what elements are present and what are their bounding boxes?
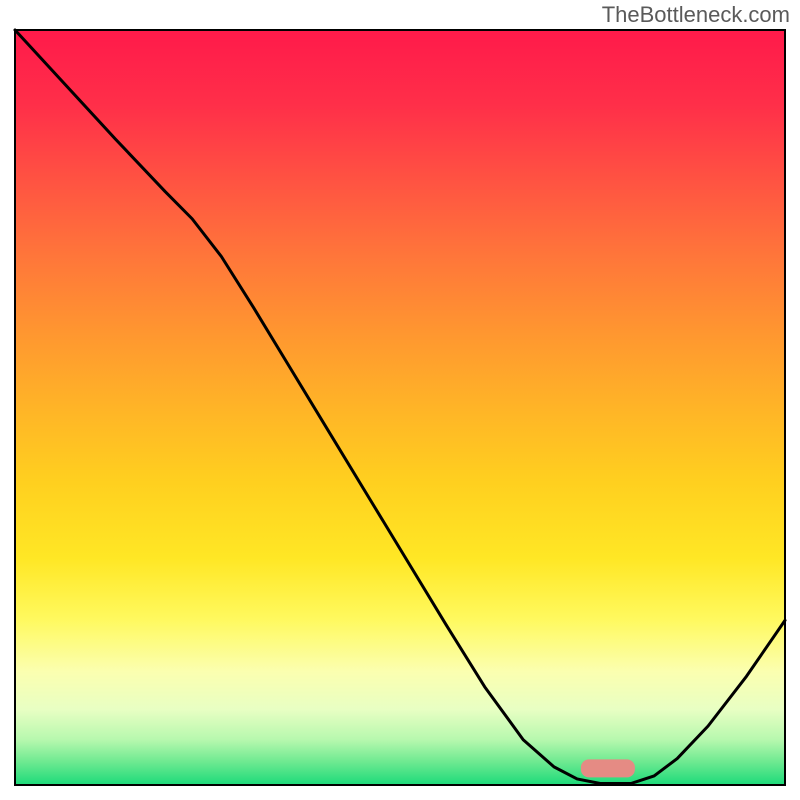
optimal-marker <box>581 759 635 777</box>
chart-svg <box>0 0 800 800</box>
gradient-background <box>15 30 785 785</box>
watermark-text: TheBottleneck.com <box>602 2 790 28</box>
bottleneck-chart: TheBottleneck.com <box>0 0 800 800</box>
